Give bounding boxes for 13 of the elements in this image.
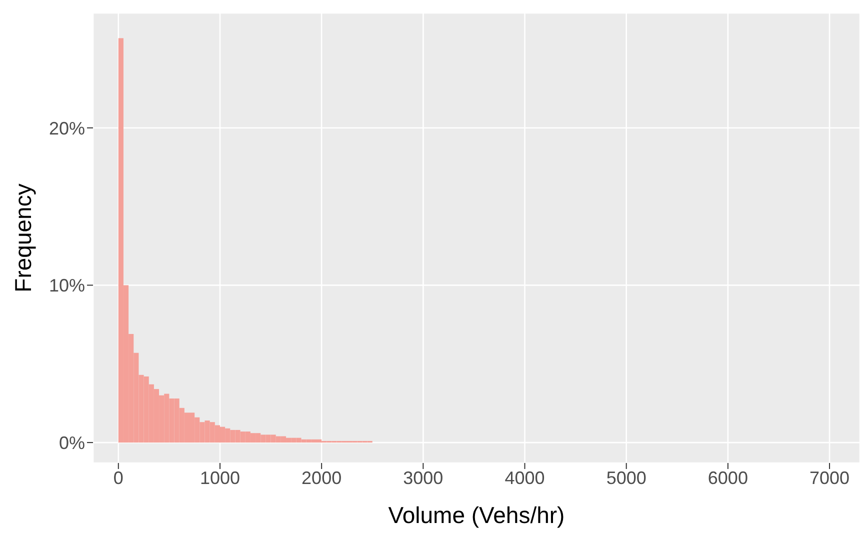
x-tick-label: 4000 [504, 468, 545, 488]
x-tick-label: 5000 [606, 468, 646, 488]
x-tick-label: 7000 [810, 468, 850, 488]
y-tick-label: 0% [58, 432, 85, 453]
y-axis-title: Frequency [10, 183, 36, 292]
x-tick-label: 2000 [302, 468, 342, 488]
x-tick-label: 0 [113, 468, 124, 488]
y-tick-label: 20% [48, 118, 85, 138]
x-axis-title: Volume (Vehs/hr) [388, 502, 565, 528]
y-tick-label: 10% [48, 276, 85, 296]
x-tick-label: 3000 [403, 468, 444, 488]
x-tick-label: 6000 [708, 468, 748, 488]
x-tick-label: 1000 [200, 468, 240, 488]
